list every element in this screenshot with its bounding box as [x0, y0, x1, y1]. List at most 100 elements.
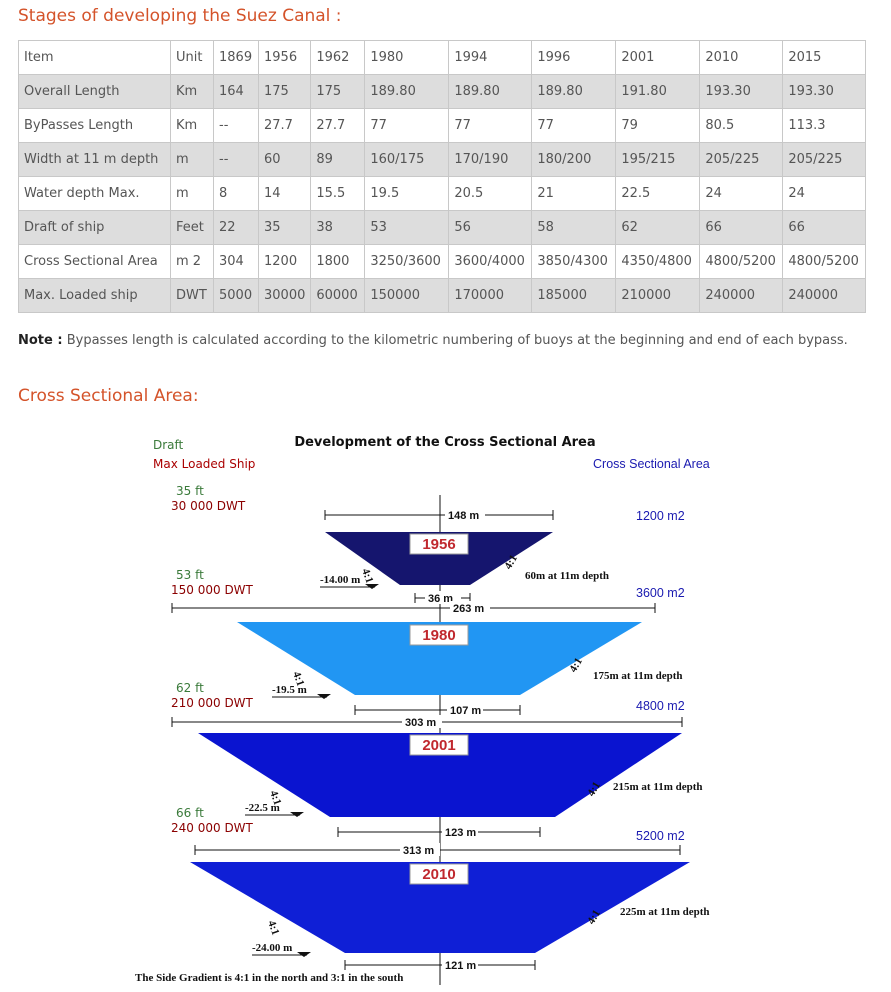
- table-cell: 14: [257, 176, 312, 211]
- draft-label: Draft: [153, 438, 184, 452]
- year-box: [409, 863, 469, 885]
- dimension-label: 263 m: [453, 603, 484, 615]
- depth-marker: [365, 584, 379, 589]
- table-cell: --: [213, 108, 259, 143]
- year-box: [409, 734, 469, 756]
- table-cell: 195/215: [615, 142, 701, 177]
- canal-section: [198, 733, 682, 817]
- table-row: Item Unit 1869 1956 1962 1980 1994 1996 2001 2010…: [18, 40, 867, 75]
- table-cell: 164: [213, 74, 259, 109]
- dimension-label-bg: [442, 825, 478, 838]
- dwt: 30 000 DWT: [171, 499, 246, 513]
- width-at-depth: 175m at 11m depth: [593, 670, 683, 682]
- dwt: 150 000 DWT: [171, 583, 254, 597]
- dimension-label: 313 m: [403, 845, 434, 857]
- dimension-label-bg: [442, 958, 478, 971]
- width-at-depth: 215m at 11m depth: [613, 781, 703, 793]
- depth: -22.5 m: [245, 802, 280, 814]
- dwt: 240 000 DWT: [171, 821, 254, 835]
- draft: 66 ft: [176, 806, 204, 820]
- table-cell: 66: [782, 210, 867, 245]
- table-cell: 1996: [531, 40, 617, 75]
- table-cell: 205/225: [699, 142, 784, 177]
- table-cell: 1800: [310, 244, 366, 279]
- table-cell: 1200: [257, 244, 312, 279]
- dimension-label-bg: [445, 508, 485, 521]
- table-cell: DWT: [170, 278, 214, 313]
- table-cell: 38: [310, 210, 366, 245]
- table-cell: 160/175: [364, 142, 450, 177]
- table-cell: 4800/5200: [782, 244, 867, 279]
- table-cell: 22.5: [615, 176, 701, 211]
- depth-marker: [297, 952, 311, 957]
- table-cell: 30000: [257, 278, 312, 313]
- dimension-label-bg: [447, 703, 483, 716]
- table-row: Cross Sectional Area m 2 304 1200 1800 3250/3…: [18, 244, 867, 279]
- table-cell: 77: [531, 108, 617, 143]
- note: Note : Bypasses length is calculated acc…: [18, 333, 848, 348]
- table-cell: 189.80: [364, 74, 450, 109]
- ship-label: Max Loaded Ship: [153, 457, 255, 471]
- table-cell: 175: [310, 74, 366, 109]
- dimension-label: 107 m: [450, 705, 481, 717]
- table-cell: Max. Loaded ship: [18, 278, 171, 313]
- gradient: 4:1: [267, 789, 283, 807]
- draft: 62 ft: [176, 681, 204, 695]
- depth-marker: [290, 812, 304, 817]
- gradient: 4:1: [359, 567, 375, 585]
- table-cell: Water depth Max.: [18, 176, 171, 211]
- depth: -19.5 m: [272, 684, 307, 696]
- section-heading: Cross Sectional Area:: [18, 386, 199, 406]
- table-cell: 8: [213, 176, 259, 211]
- table-cell: 189.80: [448, 74, 533, 109]
- table-cell: 189.80: [531, 74, 617, 109]
- width-at-depth: 60m at 11m depth: [525, 570, 609, 582]
- dimension-label: 303 m: [405, 717, 436, 729]
- table-cell: 21: [531, 176, 617, 211]
- diagram-title: Development of the Cross Sectional Area: [294, 435, 595, 450]
- table-cell: 205/225: [782, 142, 867, 177]
- heading: Stages of developing the Suez Canal :: [18, 6, 342, 26]
- table-cell: 150000: [364, 278, 450, 313]
- table-cell: 2015: [782, 40, 867, 75]
- area: 4800 m2: [636, 699, 685, 713]
- dimension-label: 123 m: [445, 827, 476, 839]
- year-box: [409, 533, 469, 555]
- table-cell: ByPasses Length: [18, 108, 171, 143]
- table-cell: 180/200: [531, 142, 617, 177]
- table-cell: 1994: [448, 40, 533, 75]
- table-cell: 1869: [213, 40, 259, 75]
- table-row: ByPasses Length Km -- 27.7 27.7 77 77 77 79 80.5 1…: [18, 108, 867, 143]
- table-cell: 3850/4300: [531, 244, 617, 279]
- table-cell: Overall Length: [18, 74, 171, 109]
- table-cell: 66: [699, 210, 784, 245]
- table-cell: Draft of ship: [18, 210, 171, 245]
- dimension-label-bg: [402, 715, 442, 728]
- note-text: Bypasses length is calculated according …: [62, 333, 848, 348]
- table-cell: 2010: [699, 40, 784, 75]
- table-cell: 60000: [310, 278, 366, 313]
- area: 5200 m2: [636, 829, 685, 843]
- table-cell: 22: [213, 210, 259, 245]
- dimension-label-bg: [400, 843, 440, 856]
- dimension-label-bg: [450, 601, 490, 614]
- year-box: [409, 624, 469, 646]
- canal-section: [325, 532, 553, 585]
- year: 2010: [422, 866, 455, 883]
- table-cell: 35: [257, 210, 312, 245]
- table-row: Overall Length Km 164 175 175 189.80 189.80 189…: [18, 74, 867, 109]
- table-cell: 175: [257, 74, 312, 109]
- table-cell: Feet: [170, 210, 214, 245]
- table-cell: 3600/4000: [448, 244, 533, 279]
- dimension-label: 121 m: [445, 960, 476, 972]
- table-cell: 113.3: [782, 108, 867, 143]
- table-cell: 20.5: [448, 176, 533, 211]
- table-cell: Km: [170, 74, 214, 109]
- year: 1980: [422, 627, 455, 644]
- table-row: Water depth Max. m 8 14 15.5 19.5 20.5 21 22.5 24…: [18, 176, 867, 211]
- area-label: Cross Sectional Area: [593, 457, 710, 471]
- year: 2001: [422, 737, 455, 754]
- table-cell: Unit: [170, 40, 214, 75]
- table-cell: 240000: [782, 278, 867, 313]
- area: 3600 m2: [636, 586, 685, 600]
